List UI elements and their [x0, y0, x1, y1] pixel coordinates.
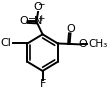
Text: =: = — [28, 15, 36, 25]
Text: O: O — [78, 39, 87, 49]
Text: CH₃: CH₃ — [89, 39, 108, 49]
Text: O: O — [67, 24, 75, 34]
Text: −: − — [37, 0, 45, 8]
Text: O: O — [19, 16, 28, 26]
Text: N: N — [34, 16, 42, 26]
Text: F: F — [39, 79, 46, 89]
Text: Cl: Cl — [0, 38, 11, 48]
Text: +: + — [37, 14, 44, 23]
Text: O: O — [34, 2, 43, 12]
